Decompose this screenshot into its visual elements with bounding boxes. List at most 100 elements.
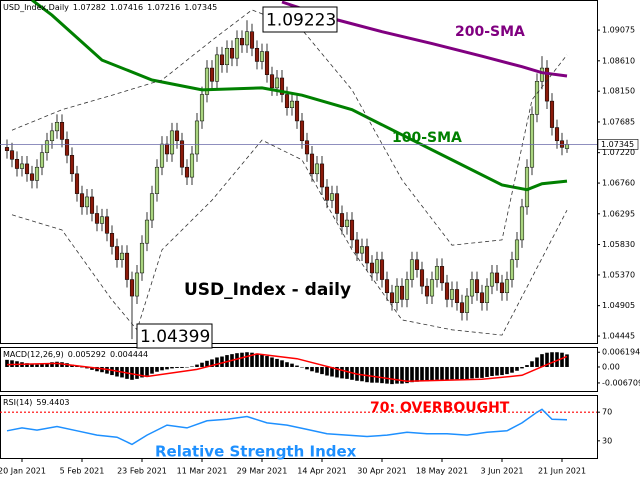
candle-body <box>514 239 520 260</box>
candle-body <box>164 143 170 155</box>
macd-bar <box>135 366 139 379</box>
macd-bar <box>320 366 324 375</box>
candle-body <box>424 285 430 297</box>
x-tick-label: 11 Mar 2021 <box>177 467 228 476</box>
macd-bar <box>150 366 154 374</box>
macd-bar <box>435 366 439 380</box>
candle-body <box>24 163 30 175</box>
x-tick-label: 5 Feb 2021 <box>60 467 105 476</box>
macd-bar <box>540 354 544 367</box>
candle-body <box>214 54 220 82</box>
candle-body <box>114 246 120 260</box>
candle-body <box>384 279 390 294</box>
macd-bar <box>535 357 539 367</box>
x-tick-label: 3 Jun 2021 <box>480 467 523 476</box>
candle-body <box>129 279 135 297</box>
annotation: USD_Index - daily <box>184 280 351 300</box>
candle-body <box>319 163 325 188</box>
candle-body <box>349 219 355 241</box>
candle-body <box>224 47 230 66</box>
panel-label-value: RSI(14) <box>3 398 32 407</box>
macd-bar <box>515 366 519 371</box>
macd-bar <box>460 366 464 380</box>
candle-body <box>389 292 395 303</box>
candle-body <box>534 81 540 115</box>
macd-bar <box>175 366 179 368</box>
x-tick-label: 21 Jun 2021 <box>538 467 586 476</box>
panel-label-value: 0.004444 <box>110 350 148 359</box>
y-tick-label: 70 <box>602 408 612 417</box>
macd-bar <box>170 366 174 369</box>
candle-body <box>274 77 280 89</box>
header: USD_Index,Daily 1.07282 1.07416 1.07216 1.07… <box>3 3 217 12</box>
macd-bar <box>215 357 219 367</box>
candle-body <box>494 272 500 284</box>
candle-body <box>239 38 245 46</box>
candle-body <box>174 130 180 142</box>
candle-body <box>324 186 330 201</box>
macd-bar <box>525 365 529 367</box>
candle-body <box>369 262 375 274</box>
candle-body <box>359 246 365 254</box>
candle-body <box>259 51 265 62</box>
y-tick-label: 1.05370 <box>602 270 635 279</box>
macd-bar <box>500 366 504 376</box>
macd-bar <box>325 366 329 376</box>
value-callout: 1.04399 <box>140 327 210 347</box>
candle-body <box>299 120 305 142</box>
y-tick-label: 1.07220 <box>602 148 635 157</box>
macd-bar <box>415 366 419 382</box>
x-tick-label: 29 Mar 2021 <box>237 467 288 476</box>
macd-bar <box>340 366 344 379</box>
candle-body <box>459 302 465 313</box>
macd-bar <box>375 366 379 383</box>
macd-bar <box>380 366 384 384</box>
indicator-line <box>6 353 568 382</box>
candle-body <box>489 272 495 287</box>
candle-body <box>364 246 370 264</box>
candle-body <box>34 166 40 181</box>
candle-body <box>304 140 310 155</box>
annotation: Relative Strength Index <box>155 443 357 461</box>
macd-bar <box>520 366 524 369</box>
candle-body <box>449 289 455 300</box>
candle-body <box>29 173 35 181</box>
header-value: 1.07416 <box>110 3 143 12</box>
macd-bar <box>200 362 204 367</box>
candle-body <box>309 153 315 175</box>
macd-bar <box>25 363 29 367</box>
candle-body <box>469 279 475 297</box>
candle-body <box>44 140 50 153</box>
candle-body <box>14 159 20 169</box>
header-value: 1.07282 <box>73 3 106 12</box>
candle-body <box>419 269 425 287</box>
candle-body <box>84 196 90 208</box>
candle-body <box>294 100 300 122</box>
candle-body <box>54 122 60 132</box>
candle-body <box>184 166 190 178</box>
y-tick-label: 1.06295 <box>602 209 635 218</box>
indicator-line <box>31 0 568 192</box>
macd-bar <box>55 361 59 367</box>
macd-bar <box>345 366 349 379</box>
y-tick-label: 0.00 <box>602 362 620 371</box>
annotation: 70: OVERBOUGHT <box>370 400 510 416</box>
macd-bar <box>295 365 299 367</box>
macd-bar <box>290 363 294 367</box>
macd-bar <box>245 352 249 367</box>
candle-body <box>289 100 295 108</box>
value-callout: 1.09223 <box>266 11 336 31</box>
macd-bar <box>240 352 244 367</box>
macd-bar <box>395 366 399 384</box>
macd-bar <box>180 366 184 368</box>
macd-bar <box>45 363 49 367</box>
candle-body <box>529 114 535 168</box>
candle-body <box>194 120 200 155</box>
candle-body <box>399 285 405 300</box>
macd-bar <box>310 366 314 372</box>
indicator-line <box>11 139 568 336</box>
macd-bar <box>335 366 339 378</box>
macd-bar <box>425 366 429 382</box>
macd-bar <box>555 352 559 367</box>
macd-bar <box>400 366 404 384</box>
